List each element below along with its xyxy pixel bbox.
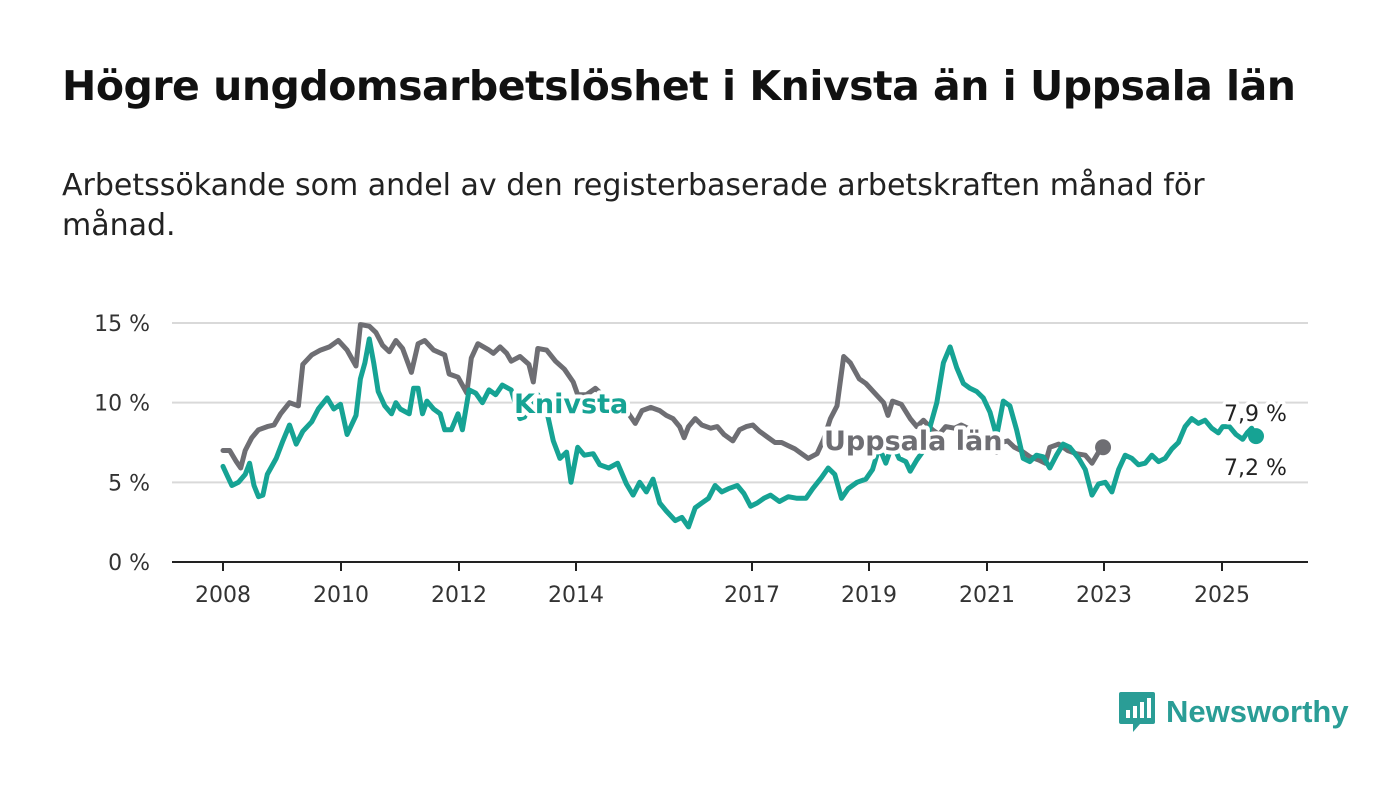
chart-subtitle: Arbetssökande som andel av den registerb… — [62, 168, 1205, 243]
end-label-uppsala-lan-halo: 7,2 % — [1224, 456, 1287, 481]
chart-title: Högre ungdomsarbetslöshet i Knivsta än i… — [62, 62, 1296, 110]
end-label-uppsala-lan: 7,2 % — [1224, 456, 1287, 481]
end-point-marker — [1248, 428, 1264, 445]
series-label-uppsala-lan-halo: Uppsala län — [824, 426, 1002, 457]
y-axis-ticks: 0 % 5 % 10 % 15 % — [94, 312, 150, 576]
series-label-knivsta: Knivsta — [514, 389, 628, 420]
y-tick-label: 15 % — [94, 312, 150, 337]
end-label-knivsta-halo: 7,9 % — [1224, 402, 1287, 427]
x-axis: 2008 2010 2012 2014 2017 2019 2021 2023 2025 — [172, 561, 1308, 608]
x-tick-label: 2017 — [724, 583, 780, 608]
end-label-knivsta: 7,9 % — [1224, 402, 1287, 427]
x-tick-label: 2008 — [195, 583, 251, 608]
series-label-knivsta-halo: Knivsta — [514, 389, 628, 420]
y-tick-label: 0 % — [108, 551, 150, 576]
x-tick-label: 2012 — [431, 583, 487, 608]
y-tick-label: 5 % — [108, 471, 150, 496]
brand-name: Newsworthy — [1166, 694, 1349, 729]
x-tick-label: 2019 — [841, 583, 897, 608]
x-tick-label: 2010 — [313, 583, 369, 608]
uppsala-lan-line — [220, 322, 1106, 471]
x-tick-label: 2025 — [1194, 583, 1250, 608]
y-tick-label: 10 % — [94, 392, 150, 417]
newsworthy-logo: Newsworthy — [1118, 690, 1349, 734]
bar-chart-bubble-icon — [1119, 692, 1155, 732]
series-lines — [220, 322, 1264, 530]
x-tick-label: 2014 — [548, 583, 604, 608]
series-label-uppsala-lan: Uppsala län — [824, 426, 1002, 457]
end-point-marker — [1095, 439, 1112, 456]
knivsta-line — [220, 336, 1259, 530]
x-tick-label: 2021 — [959, 583, 1015, 608]
x-tick-label: 2023 — [1076, 583, 1132, 608]
